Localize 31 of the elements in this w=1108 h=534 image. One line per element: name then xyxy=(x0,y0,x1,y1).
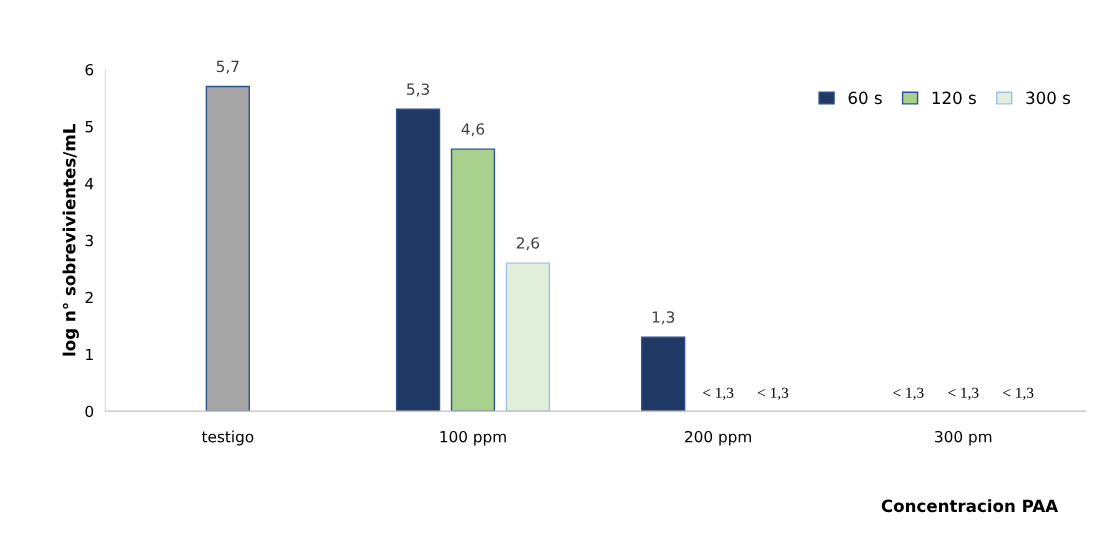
y-tick-label: 3 xyxy=(85,234,93,247)
y-tick-label: 1 xyxy=(86,348,93,361)
legend-label: 120 s xyxy=(932,91,976,105)
data-label: 2,6 xyxy=(516,237,540,251)
bar xyxy=(395,108,441,412)
x-axis-title: Concentracion PAA xyxy=(881,499,1059,513)
bar xyxy=(641,336,686,412)
legend-label: 300 s xyxy=(1026,91,1071,105)
x-tick-label: 300 pm xyxy=(935,430,992,446)
legend-label: 60 s xyxy=(848,91,882,105)
data-label: 4,6 xyxy=(461,123,485,137)
y-tick-label: 5 xyxy=(85,121,93,133)
annotation: < 1,3 xyxy=(893,387,924,401)
y-tick-label: 2 xyxy=(85,291,93,304)
y-tick-label: 0 xyxy=(85,405,94,418)
annotation: < 1,3 xyxy=(1003,387,1034,401)
y-tick-label: 4 xyxy=(85,178,94,190)
annotation: < 1,3 xyxy=(948,387,979,401)
bar xyxy=(450,148,496,412)
annotation: < 1,3 xyxy=(703,387,734,401)
data-label: 5,7 xyxy=(216,60,239,74)
x-tick-label: testigo xyxy=(201,430,254,446)
y-axis-title: log n° sobrevivientes/mL xyxy=(62,124,79,356)
bar xyxy=(205,85,250,412)
annotation: < 1,3 xyxy=(758,387,789,401)
x-tick-label: 200 ppm xyxy=(685,430,751,446)
data-label: 1,3 xyxy=(652,311,675,325)
y-tick-label: 6 xyxy=(85,63,94,76)
bar xyxy=(505,262,551,412)
x-tick-label: 100 ppm xyxy=(440,430,506,446)
data-label: 5,3 xyxy=(407,83,429,97)
